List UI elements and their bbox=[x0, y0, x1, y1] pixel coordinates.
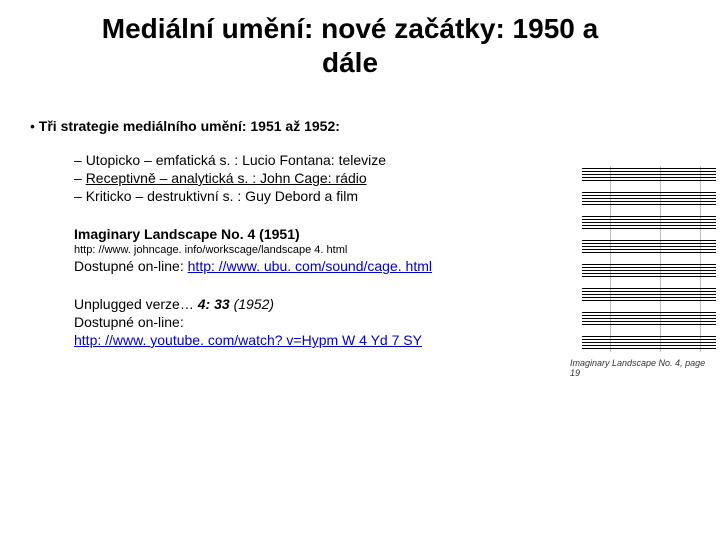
score-stave bbox=[582, 288, 716, 302]
ref2-line1: Unplugged verze… 4: 33 (1952) bbox=[74, 296, 560, 312]
reference-block-1: Imaginary Landscape No. 4 (1951) http: /… bbox=[30, 226, 560, 274]
ref1-avail: Dostupné on-line: http: //www. ubu. com/… bbox=[74, 258, 560, 274]
sub3-text: Kriticko – destruktivní s. : Guy Debord … bbox=[86, 188, 358, 204]
subbullet-1: Utopicko – emfatická s. : Lucio Fontana:… bbox=[30, 152, 560, 168]
score-stave bbox=[582, 216, 716, 230]
sub2-text: Receptivně – analytická s. : John Cage: … bbox=[86, 170, 367, 186]
score-barline bbox=[660, 166, 661, 352]
score-stave bbox=[582, 264, 716, 278]
score-stave bbox=[582, 192, 716, 206]
sub1-text: Utopicko – emfatická s. : Lucio Fontana:… bbox=[86, 152, 386, 168]
score-barline bbox=[700, 166, 701, 352]
score-caption: Imaginary Landscape No. 4, page 19 bbox=[570, 358, 714, 378]
slide-title: Mediální umění: nové začátky: 1950 a dál… bbox=[70, 12, 630, 79]
score-stave bbox=[582, 336, 716, 350]
ref1-url-small: http: //www. johncage. info/workscage/la… bbox=[74, 244, 560, 256]
reference-block-2: Unplugged verze… 4: 33 (1952) Dostupné o… bbox=[30, 296, 560, 348]
subbullet-3: Kriticko – destruktivní s. : Guy Debord … bbox=[30, 188, 560, 204]
ref1-avail-link[interactable]: http: //www. ubu. com/sound/cage. html bbox=[188, 258, 432, 274]
ref2-l1b: 4: 33 bbox=[198, 296, 234, 312]
ref1-avail-label: Dostupné on-line: bbox=[74, 258, 188, 274]
content-area: Tři strategie mediálního umění: 1951 až … bbox=[30, 118, 560, 350]
score-stave bbox=[582, 312, 716, 326]
ref2-l1a: Unplugged verze… bbox=[74, 296, 198, 312]
ref1-heading: Imaginary Landscape No. 4 (1951) bbox=[74, 226, 560, 242]
score-stave bbox=[582, 240, 716, 254]
score-stave bbox=[582, 168, 716, 182]
subbullet-2: Receptivně – analytická s. : John Cage: … bbox=[30, 170, 560, 186]
bullet-main: Tři strategie mediálního umění: 1951 až … bbox=[30, 118, 560, 134]
ref2-l1c: (1952) bbox=[234, 296, 274, 312]
score-image: Imaginary Landscape No. 4, page 19 bbox=[570, 150, 720, 380]
score-barline bbox=[610, 166, 611, 352]
ref2-link[interactable]: http: //www. youtube. com/watch? v=Hypm … bbox=[74, 332, 422, 348]
ref2-line2: Dostupné on-line: bbox=[74, 314, 560, 330]
